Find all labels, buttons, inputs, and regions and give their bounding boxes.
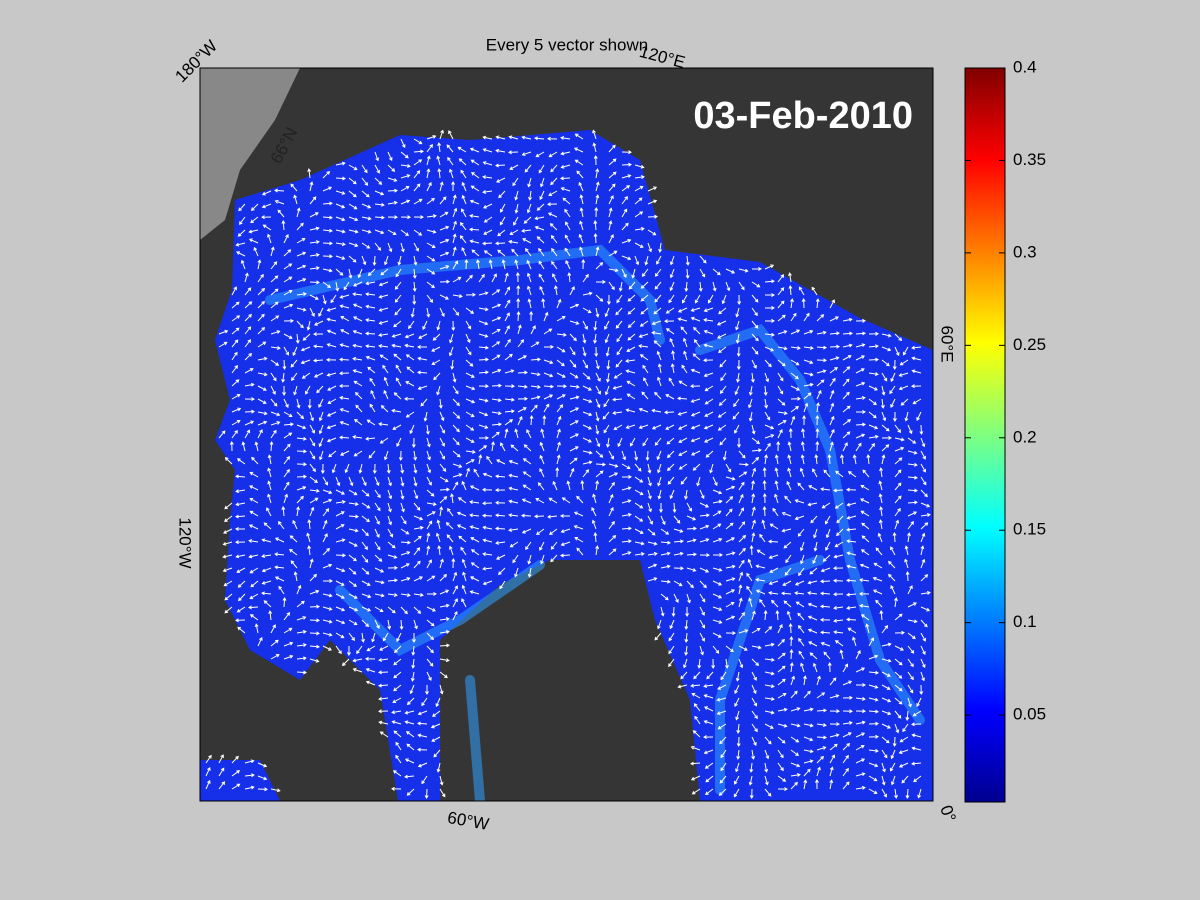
colorbar-tick-label: 0.3	[1013, 242, 1037, 261]
lon-label: 60°E	[938, 325, 957, 362]
lon-label: 0°	[936, 803, 959, 825]
map-frame	[199, 67, 934, 802]
colorbar-tick-label: 0.1	[1013, 612, 1037, 631]
colorbar-tick-label: 0.35	[1013, 150, 1046, 169]
colorbar-tick-label: 0.4	[1013, 57, 1037, 76]
map-title: Every 5 vector shown	[486, 35, 649, 54]
date-label: 03-Feb-2010	[693, 95, 913, 137]
lon-label: 120°W	[176, 517, 195, 568]
colorbar	[964, 67, 1006, 803]
land-shade	[200, 68, 300, 240]
map	[200, 68, 933, 801]
colorbar-tick-label: 0.15	[1013, 520, 1046, 539]
colorbar-tick-label: 0.2	[1013, 427, 1037, 446]
colorbar-tick-label: 0.25	[1013, 335, 1046, 354]
drift-vectors	[205, 129, 931, 799]
colorbar-tick-label: 0.05	[1013, 705, 1046, 724]
